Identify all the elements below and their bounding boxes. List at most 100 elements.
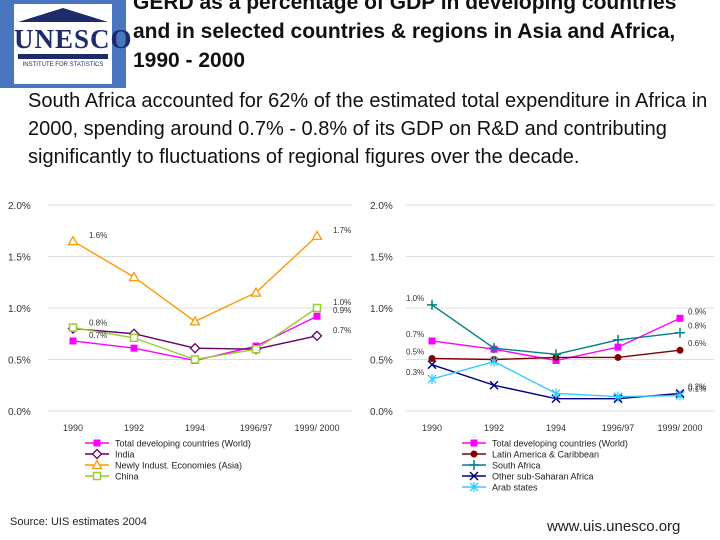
legend-marker <box>93 439 101 447</box>
legend-label: Arab states <box>492 483 538 493</box>
data-point <box>189 315 201 326</box>
data-point <box>489 380 499 390</box>
legend-label: China <box>115 472 139 482</box>
y-tick-label: 1.0% <box>370 304 393 315</box>
data-point <box>675 327 685 338</box>
unesco-logo: UNESCO INSTITUTE FOR STATISTICS <box>0 0 133 88</box>
legend: Total developing countries (World)IndiaN… <box>85 439 251 482</box>
x-tick-label: 1990 <box>422 423 442 433</box>
x-tick-label: 1990 <box>63 423 83 433</box>
legend-label: Total developing countries (World) <box>115 439 251 449</box>
unesco-temple-emblem: UNESCO INSTITUTE FOR STATISTICS <box>14 4 133 84</box>
data-label: 0.8% <box>688 322 706 331</box>
data-label: 0.6% <box>688 339 706 348</box>
data-label: 1.7% <box>333 226 351 235</box>
legend-label: India <box>115 450 135 460</box>
data-point <box>676 346 684 354</box>
x-tick-label: 1999/ 2000 <box>657 423 702 433</box>
y-tick-label: 0.5% <box>8 356 31 367</box>
data-point <box>251 344 261 354</box>
legend-marker <box>469 482 479 492</box>
legend-marker <box>92 471 102 481</box>
data-point <box>614 343 622 351</box>
data-point <box>676 314 684 322</box>
legend-label: Newly Indust. Economies (Asia) <box>115 461 242 471</box>
data-label: 1.0% <box>406 294 424 303</box>
x-tick-label: 1999/ 2000 <box>294 423 339 433</box>
data-point <box>427 299 437 310</box>
data-label: 0.2% <box>688 382 706 391</box>
data-point <box>614 353 622 361</box>
y-tick-label: 0.5% <box>370 356 393 367</box>
legend-marker <box>469 460 479 470</box>
y-tick-label: 2.0% <box>370 201 393 212</box>
data-label: 0.3% <box>406 368 424 377</box>
data-point <box>190 355 200 364</box>
data-point <box>489 356 499 367</box>
data-point <box>613 334 623 345</box>
data-label: 0.5% <box>406 347 424 356</box>
y-tick-label: 0.0% <box>370 407 393 418</box>
series-4 <box>427 356 685 402</box>
temple-pediment <box>18 8 108 22</box>
data-point <box>313 312 321 320</box>
data-point <box>551 349 561 360</box>
data-label: 0.9% <box>688 307 706 316</box>
slide-title: GERD as a percentage of GDP in developin… <box>133 0 677 72</box>
data-point <box>250 286 262 297</box>
left-chart: 0.0% 0.5% 1.0% 1.5% 2.0% 1990 1992 1994 1996/97 1… <box>8 201 352 482</box>
x-tick-label: 1994 <box>546 423 566 433</box>
unesco-wordmark: UNESCO <box>14 24 133 54</box>
data-label: 0.7% <box>333 326 351 335</box>
series-line <box>431 304 681 356</box>
data-point <box>675 390 685 401</box>
series-2 <box>427 299 685 360</box>
legend-marker <box>91 448 103 460</box>
data-label: 0.9% <box>333 306 351 315</box>
data-point <box>130 344 138 352</box>
data-point <box>551 388 561 399</box>
legend-marker <box>470 439 478 447</box>
y-tick-label: 0.0% <box>8 407 31 418</box>
data-label: 1.0% <box>333 298 351 307</box>
data-point <box>311 230 323 241</box>
source-note: Source: UIS estimates 2004 <box>10 516 147 528</box>
temple-base <box>18 54 108 59</box>
x-tick-label: 1994 <box>185 423 205 433</box>
x-tick-label: 1996/97 <box>602 423 635 433</box>
data-label: 0.7% <box>406 330 424 339</box>
y-tick-label: 2.0% <box>8 201 31 212</box>
data-point <box>67 235 79 246</box>
y-tick-label: 1.5% <box>8 253 31 264</box>
x-tick-label: 1996/97 <box>240 423 273 433</box>
data-label: 0.1% <box>688 385 706 394</box>
data-point <box>427 374 437 385</box>
y-tick-label: 1.5% <box>370 253 393 264</box>
data-point <box>613 391 623 402</box>
data-point <box>129 333 139 343</box>
data-point <box>69 337 77 345</box>
legend-label: Other sub-Saharan Africa <box>492 472 594 482</box>
data-point <box>489 343 499 354</box>
data-point <box>427 360 437 370</box>
data-point <box>428 337 436 345</box>
legend-marker <box>91 459 103 470</box>
right-chart: 0.0% 0.5% 1.0% 1.5% 2.0% 1990 1992 1994 1996/97 1… <box>370 201 714 493</box>
y-tick-label: 1.0% <box>8 304 31 315</box>
legend-label: Latin America & Caribbean <box>492 450 599 460</box>
data-point <box>68 323 78 332</box>
institute-label: INSTITUTE FOR STATISTICS <box>22 62 104 68</box>
legend-label: Total developing countries (World) <box>492 439 628 449</box>
data-point <box>312 303 322 313</box>
series-line <box>72 235 318 323</box>
slide-subtitle: South Africa accounted for 62% of the es… <box>28 90 708 168</box>
data-label: 0.8% <box>89 319 107 328</box>
data-label: 1.6% <box>89 231 107 240</box>
legend: Total developing countries (World)Latin … <box>462 439 628 493</box>
data-point <box>128 271 140 282</box>
data-point <box>189 342 201 354</box>
series-2 <box>67 230 323 326</box>
data-point <box>311 330 323 342</box>
legend-label: South Africa <box>492 461 541 471</box>
legend-marker <box>470 450 478 458</box>
